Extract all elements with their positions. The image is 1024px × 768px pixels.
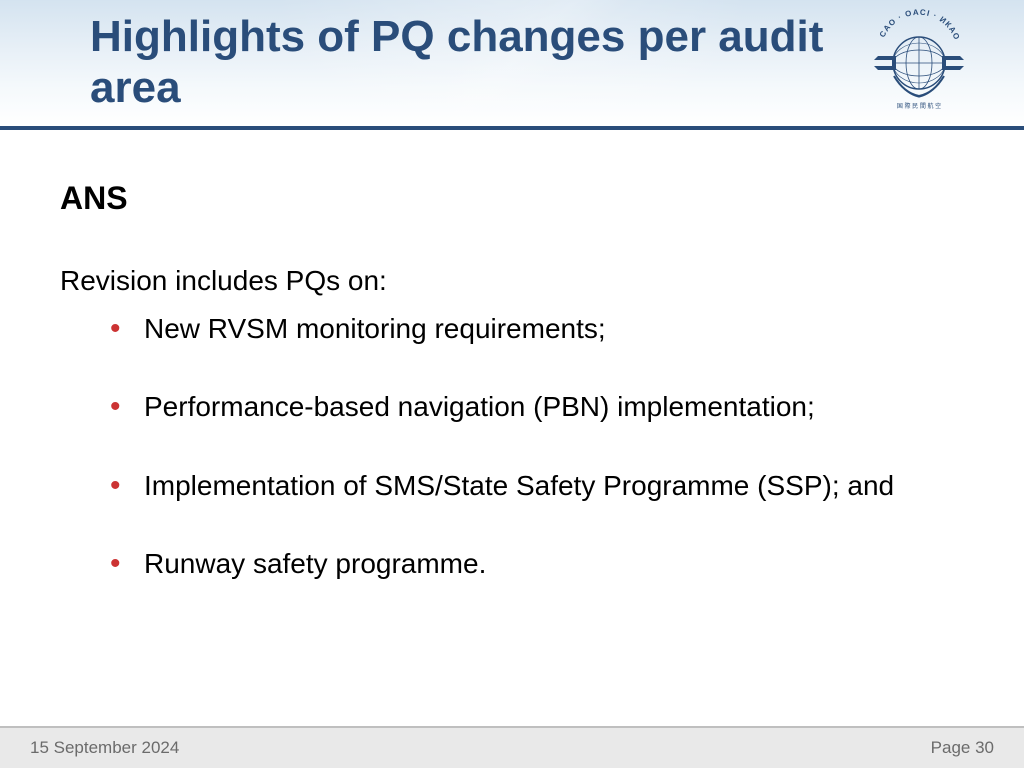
section-heading: ANS: [60, 180, 964, 217]
list-item: New RVSM monitoring requirements;: [110, 311, 964, 347]
intro-text: Revision includes PQs on:: [60, 265, 964, 297]
bullet-list: New RVSM monitoring requirements; Perfor…: [60, 311, 964, 583]
footer-page-number: Page 30: [931, 738, 994, 758]
slide-content: ANS Revision includes PQs on: New RVSM m…: [0, 130, 1024, 583]
svg-text:ICAO · OACI · ИКАО: ICAO · OACI · ИКАО: [864, 8, 962, 42]
svg-text:国 際 民 間 航 空: 国 際 民 間 航 空: [897, 102, 941, 110]
list-item: Performance-based navigation (PBN) imple…: [110, 389, 964, 425]
slide-header: Highlights of PQ changes per audit area …: [0, 0, 1024, 130]
list-item: Runway safety programme.: [110, 546, 964, 582]
footer-date: 15 September 2024: [30, 738, 179, 758]
slide-footer: 15 September 2024 Page 30: [0, 726, 1024, 768]
list-item: Implementation of SMS/State Safety Progr…: [110, 468, 964, 504]
icao-logo-icon: ICAO · OACI · ИКАО 国 際 民 間 航 空: [864, 8, 974, 118]
slide-title: Highlights of PQ changes per audit area: [90, 12, 864, 113]
